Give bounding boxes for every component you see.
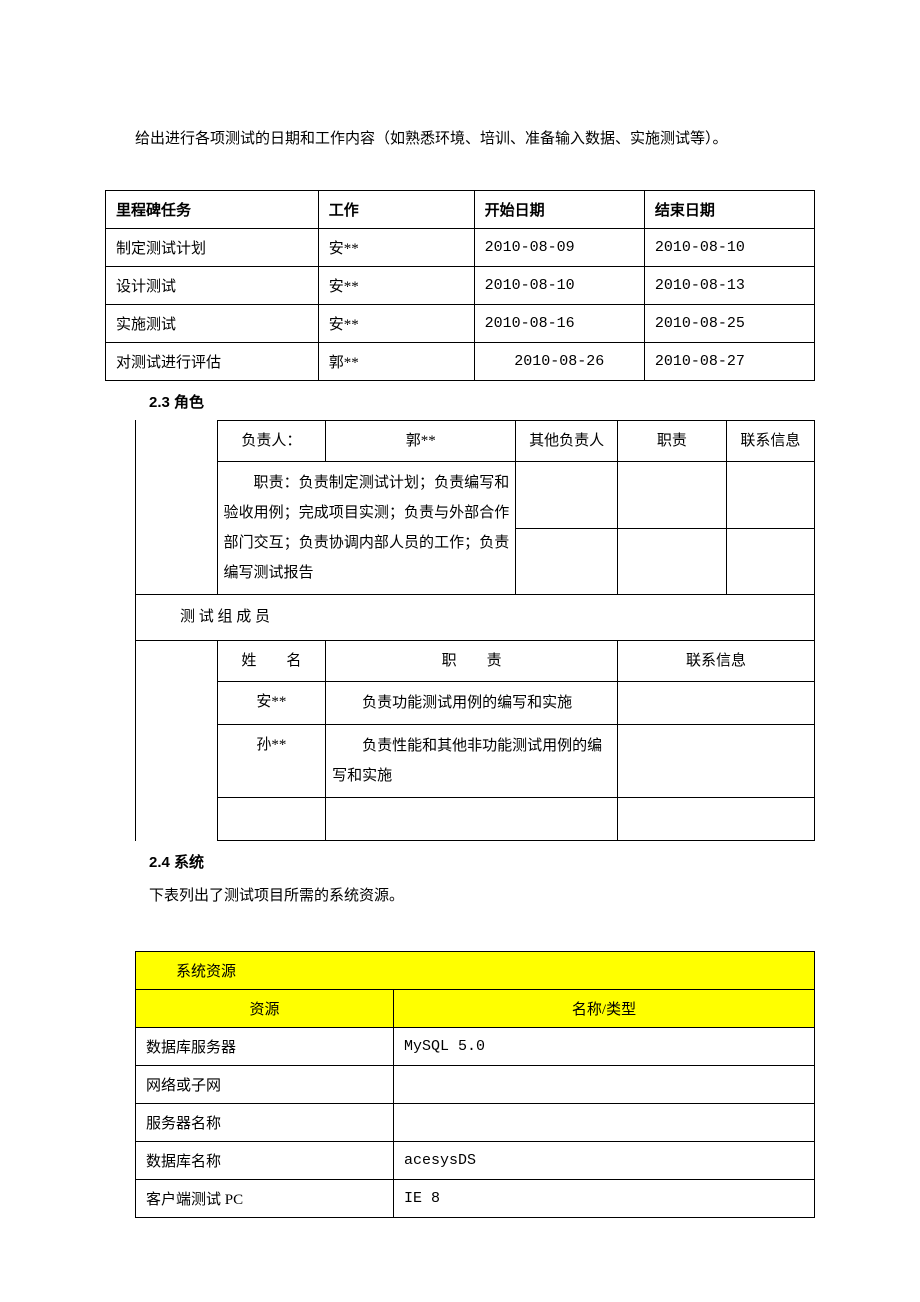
label-duty2: 职 责 [326, 640, 618, 682]
cell-value: acesysDS [394, 1141, 815, 1179]
system-intro: 下表列出了测试项目所需的系统资源。 [149, 882, 815, 911]
cell-resource: 客户端测试 PC [136, 1179, 394, 1217]
cell-value: IE 8 [394, 1179, 815, 1217]
empty-cell [618, 682, 815, 725]
table-row [136, 798, 815, 841]
empty-cell [618, 798, 815, 841]
table-row: 孙** 负责性能和其他非功能测试用例的编写和实施 [136, 725, 815, 798]
empty-cell [618, 528, 727, 595]
label-contact2: 联系信息 [618, 640, 815, 682]
cell-task: 制定测试计划 [106, 228, 319, 266]
section-roles-heading: 2.3 角色 [149, 391, 815, 412]
cell-end: 2010-08-25 [644, 304, 814, 342]
cell-resource: 网络或子网 [136, 1065, 394, 1103]
cell-task: 对测试进行评估 [106, 342, 319, 380]
leader-desc: 职责：负责制定测试计划；负责编写和验收用例；完成项目实测；负责与外部合作部门交互… [217, 462, 516, 595]
cell-work: 郭** [318, 342, 474, 380]
cell-task: 设计测试 [106, 266, 319, 304]
empty-cell [516, 462, 618, 529]
table-row: 姓 名 职 责 联系信息 [136, 640, 815, 682]
table-row: 资源 名称/类型 [136, 989, 815, 1027]
cell-value: MySQL 5.0 [394, 1027, 815, 1065]
col-work: 工作 [318, 190, 474, 228]
empty-cell [516, 528, 618, 595]
section-system-heading: 2.4 系统 [149, 851, 815, 872]
table-row: 对测试进行评估 郭** 2010-08-26 2010-08-27 [106, 342, 815, 380]
col-start: 开始日期 [474, 190, 644, 228]
cell-value [394, 1103, 815, 1141]
col-resource: 资源 [136, 989, 394, 1027]
leader-name: 郭** [326, 420, 516, 462]
label-other: 其他负责人 [516, 420, 618, 462]
table-row: 测 试 组 成 员 [136, 595, 815, 641]
col-task: 里程碑任务 [106, 190, 319, 228]
members-header: 测 试 组 成 员 [136, 595, 815, 641]
member-duty: 负责性能和其他非功能测试用例的编写和实施 [326, 725, 618, 798]
member-name: 安** [217, 682, 326, 725]
table-row: 实施测试 安** 2010-08-16 2010-08-25 [106, 304, 815, 342]
empty-cell [726, 462, 814, 529]
table-row: 数据库服务器 MySQL 5.0 [136, 1027, 815, 1065]
cell-resource: 数据库服务器 [136, 1027, 394, 1065]
empty-cell [217, 798, 326, 841]
empty-cell [618, 725, 815, 798]
cell-value [394, 1065, 815, 1103]
table-row: 制定测试计划 安** 2010-08-09 2010-08-10 [106, 228, 815, 266]
milestones-table: 里程碑任务 工作 开始日期 结束日期 制定测试计划 安** 2010-08-09… [105, 190, 815, 381]
intro-text: 给出进行各项测试的日期和工作内容（如熟悉环境、培训、准备输入数据、实施测试等）。 [105, 125, 815, 154]
table-row: 服务器名称 [136, 1103, 815, 1141]
empty-cell [326, 798, 618, 841]
col-end: 结束日期 [644, 190, 814, 228]
cell-start: 2010-08-09 [474, 228, 644, 266]
empty-cell [726, 528, 814, 595]
table-row: 负责人： 郭** 其他负责人 职责 联系信息 [136, 420, 815, 462]
member-duty: 负责功能测试用例的编写和实施 [326, 682, 618, 725]
member-name: 孙** [217, 725, 326, 798]
system-header-main: 系统资源 [136, 951, 815, 989]
cell-start: 2010-08-16 [474, 304, 644, 342]
cell-end: 2010-08-27 [644, 342, 814, 380]
system-table: 系统资源 资源 名称/类型 数据库服务器 MySQL 5.0 网络或子网 服务器… [135, 951, 815, 1218]
table-row: 客户端测试 PC IE 8 [136, 1179, 815, 1217]
table-row: 网络或子网 [136, 1065, 815, 1103]
col-type: 名称/类型 [394, 989, 815, 1027]
cell-task: 实施测试 [106, 304, 319, 342]
table-row: 设计测试 安** 2010-08-10 2010-08-13 [106, 266, 815, 304]
label-name: 姓 名 [217, 640, 326, 682]
table-header-row: 里程碑任务 工作 开始日期 结束日期 [106, 190, 815, 228]
table-row: 数据库名称 acesysDS [136, 1141, 815, 1179]
table-row: 职责：负责制定测试计划；负责编写和验收用例；完成项目实测；负责与外部合作部门交互… [136, 462, 815, 529]
table-row: 系统资源 [136, 951, 815, 989]
cell-work: 安** [318, 228, 474, 266]
label-duty: 职责 [618, 420, 727, 462]
label-contact: 联系信息 [726, 420, 814, 462]
cell-end: 2010-08-10 [644, 228, 814, 266]
cell-start: 2010-08-10 [474, 266, 644, 304]
empty-cell [618, 462, 727, 529]
cell-end: 2010-08-13 [644, 266, 814, 304]
table-row: 安** 负责功能测试用例的编写和实施 [136, 682, 815, 725]
cell-resource: 服务器名称 [136, 1103, 394, 1141]
cell-start: 2010-08-26 [474, 342, 644, 380]
cell-work: 安** [318, 304, 474, 342]
label-leader: 负责人： [217, 420, 326, 462]
roles-table: 负责人： 郭** 其他负责人 职责 联系信息 职责：负责制定测试计划；负责编写和… [135, 420, 815, 842]
cell-resource: 数据库名称 [136, 1141, 394, 1179]
cell-work: 安** [318, 266, 474, 304]
